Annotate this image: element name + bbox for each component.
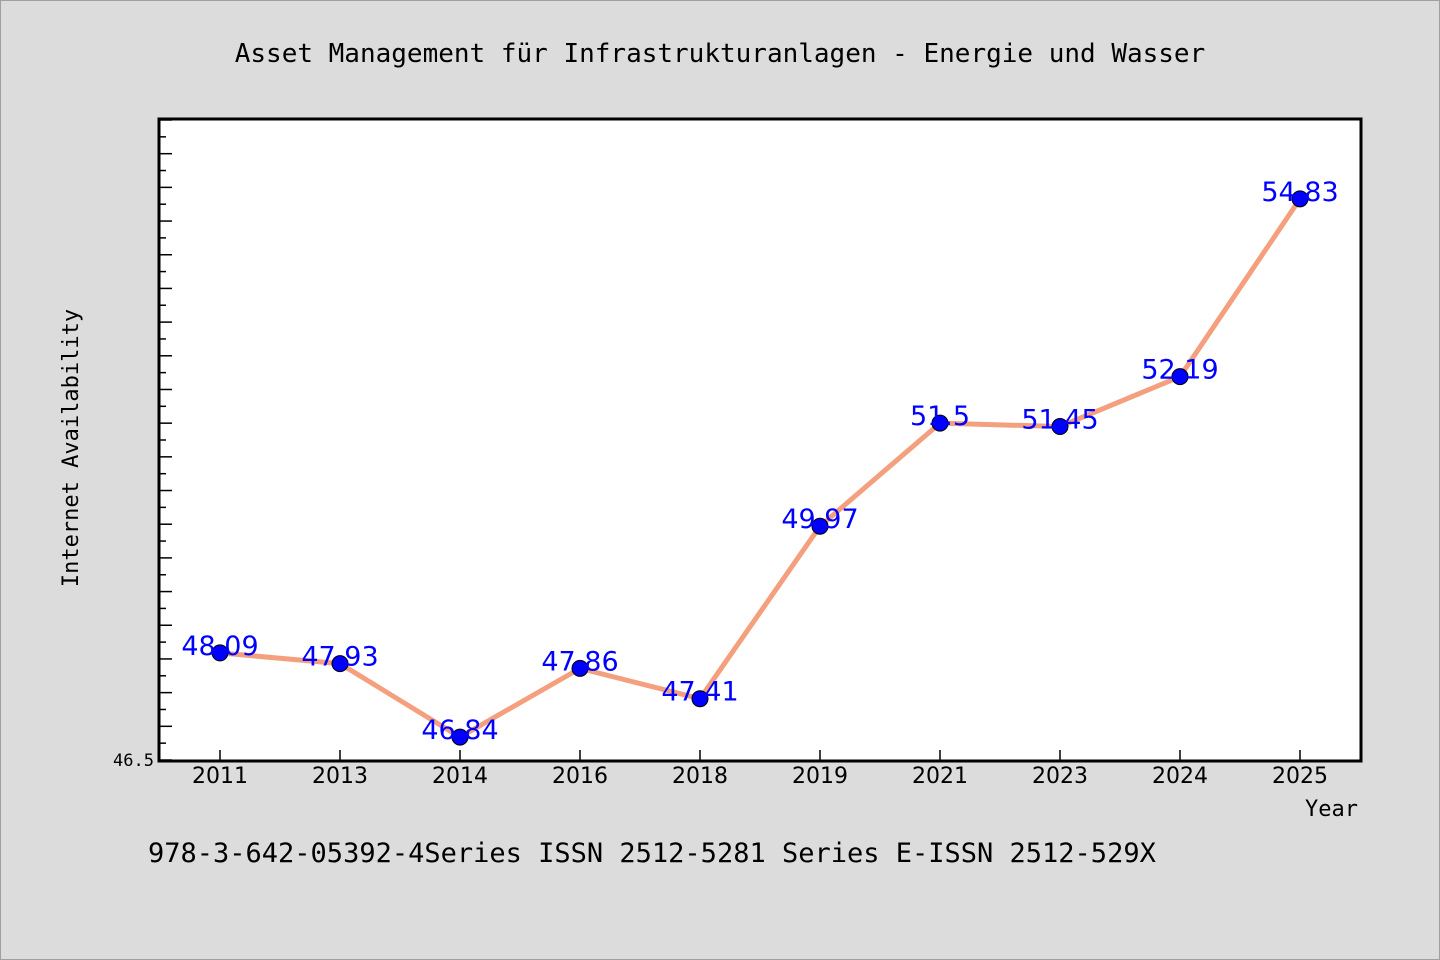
x-tick-label: 2021 bbox=[912, 764, 968, 789]
data-point bbox=[211, 644, 229, 662]
data-label: 52.19 bbox=[1141, 355, 1218, 386]
data-label: 46.84 bbox=[421, 715, 498, 746]
data-label: 48.09 bbox=[181, 631, 258, 662]
x-tick-label: 2013 bbox=[312, 764, 368, 789]
x-tick-label: 2011 bbox=[192, 764, 248, 789]
x-tick-label: 2023 bbox=[1032, 764, 1088, 789]
data-point bbox=[691, 690, 709, 708]
plot-area bbox=[157, 117, 1363, 763]
data-point bbox=[1051, 418, 1069, 436]
data-point bbox=[331, 655, 349, 673]
data-label: 51.45 bbox=[1021, 405, 1098, 436]
series-line bbox=[219, 197, 1303, 740]
x-tick-label: 2016 bbox=[552, 764, 608, 789]
chart-title: Asset Management für Infrastrukturanlage… bbox=[235, 39, 1206, 69]
x-tick-label: 2024 bbox=[1152, 764, 1208, 789]
data-label: 51.5 bbox=[910, 401, 970, 432]
y-tick-label: 46.5 bbox=[113, 751, 154, 771]
data-labels: 48.09 47.93 46.84 47.86 47.41 49.97 51.5 51.45 5… bbox=[181, 177, 1338, 746]
y-axis-label: Internet Availability bbox=[59, 309, 84, 587]
data-markers bbox=[211, 190, 1309, 746]
data-point bbox=[571, 659, 589, 677]
x-tick-label: 2025 bbox=[1272, 764, 1328, 789]
data-point bbox=[451, 728, 469, 746]
data-point bbox=[1171, 368, 1189, 386]
data-label: 47.41 bbox=[661, 677, 738, 708]
data-point bbox=[811, 517, 829, 535]
data-label: 54.83 bbox=[1261, 177, 1338, 208]
x-axis-ticks: 2011 2013 2014 2016 2018 2019 2021 2023 2024 2025 bbox=[192, 750, 1328, 789]
y-axis-ticks: 46.5 bbox=[113, 119, 172, 771]
x-axis-label: Year bbox=[1305, 797, 1358, 822]
data-point bbox=[931, 414, 949, 432]
data-label: 47.86 bbox=[541, 646, 618, 677]
x-tick-label: 2018 bbox=[672, 764, 728, 789]
x-tick-label: 2019 bbox=[792, 764, 848, 789]
data-point bbox=[1291, 190, 1309, 208]
data-label: 47.93 bbox=[301, 642, 378, 673]
data-label: 49.97 bbox=[781, 504, 858, 535]
footer-text: 978-3-642-05392-4Series ISSN 2512-5281 S… bbox=[148, 838, 1156, 869]
x-tick-label: 2014 bbox=[432, 764, 488, 789]
